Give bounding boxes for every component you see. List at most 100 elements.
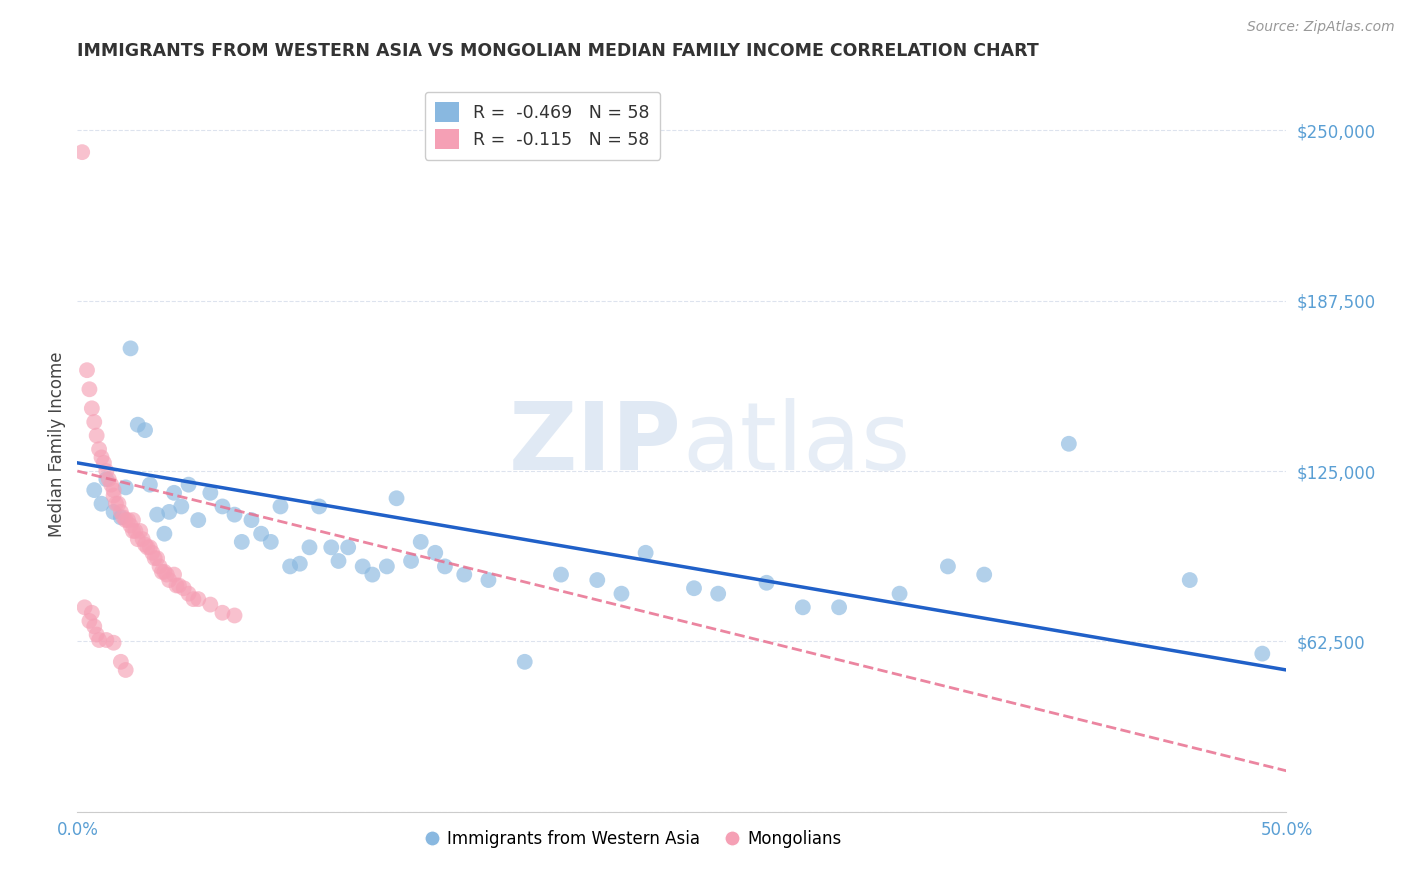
Point [167,578,190,592]
Point [143,551,166,566]
Point [936,559,959,574]
Point [110,655,132,669]
Point [153,526,176,541]
Point [240,513,263,527]
Point [83,619,105,633]
Point [127,417,149,432]
Point [361,567,384,582]
Point [153,565,176,579]
Point [87,633,110,648]
Point [105,497,128,511]
Point [163,485,186,500]
Point [166,578,188,592]
Point [122,524,145,538]
Point [328,554,350,568]
Point [122,513,145,527]
Point [170,500,193,514]
Point [80,606,103,620]
Point [200,598,222,612]
Point [139,477,162,491]
Point [269,500,291,514]
Point [375,559,398,574]
Point [148,559,170,574]
Point [973,567,995,582]
Point [1178,573,1201,587]
Point [1057,436,1080,450]
Point [157,573,180,587]
Point [97,472,120,486]
Point [231,534,253,549]
Point [96,633,118,648]
Point [127,532,149,546]
Point [124,524,146,538]
Point [100,477,122,491]
Point [177,587,200,601]
Point [308,500,330,514]
Point [83,415,105,429]
Point [610,587,633,601]
Point [80,401,103,416]
Point [120,518,142,533]
Point [298,541,321,555]
Point [477,573,499,587]
Point [211,500,233,514]
Point [278,559,301,574]
Point [200,485,222,500]
Point [150,565,173,579]
Point [79,614,101,628]
Point [90,450,112,465]
Point [586,573,609,587]
Point [141,546,163,560]
Point [136,541,159,555]
Point [433,559,456,574]
Text: ZIP: ZIP [509,398,682,490]
Point [828,600,851,615]
Point [288,557,311,571]
Point [755,575,778,590]
Point [352,559,374,574]
Point [156,567,179,582]
Point [114,513,136,527]
Point [321,541,343,555]
Point [117,513,139,527]
Point [70,145,93,160]
Point [792,600,814,615]
Point [187,592,209,607]
Point [83,483,105,497]
Text: Source: ZipAtlas.com: Source: ZipAtlas.com [1247,20,1395,34]
Point [707,587,730,601]
Point [103,483,125,497]
Point [211,606,233,620]
Point [134,423,156,437]
Text: IMMIGRANTS FROM WESTERN ASIA VS MONGOLIAN MEDIAN FAMILY INCOME CORRELATION CHART: IMMIGRANTS FROM WESTERN ASIA VS MONGOLIA… [77,43,1039,61]
Point [112,510,135,524]
Point [103,489,125,503]
Point [183,592,205,607]
Point [103,636,125,650]
Point [146,551,169,566]
Point [96,472,118,486]
Point [114,663,136,677]
Point [453,567,475,582]
Point [76,363,98,377]
Point [399,554,422,568]
Point [86,428,108,442]
Point [683,581,706,595]
Point [385,491,408,506]
Point [1251,647,1274,661]
Point [173,581,195,595]
Point [634,546,657,560]
Point [224,508,246,522]
Point [260,534,283,549]
Point [177,477,200,491]
Text: atlas: atlas [682,398,910,490]
Point [110,505,132,519]
Point [134,538,156,552]
Point [425,546,447,560]
Point [157,505,180,519]
Legend: Immigrants from Western Asia, Mongolians: Immigrants from Western Asia, Mongolians [419,823,848,855]
Point [73,600,96,615]
Point [139,541,162,555]
Point [93,456,115,470]
Point [550,567,572,582]
